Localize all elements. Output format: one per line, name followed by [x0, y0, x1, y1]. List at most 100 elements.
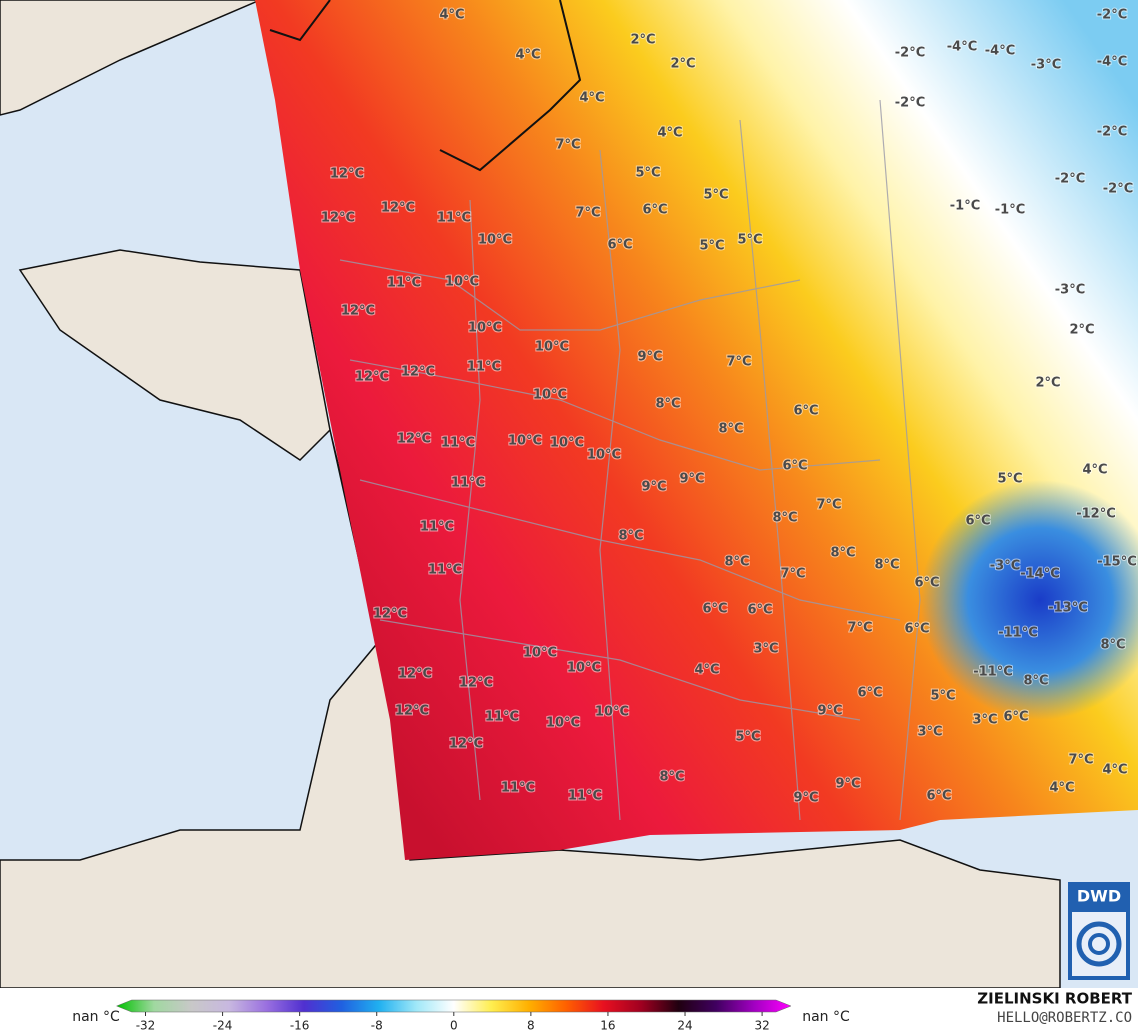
temperature-label: -11°C — [973, 665, 1013, 680]
temperature-label: 12°C — [449, 737, 483, 752]
temperature-label: 7°C — [847, 621, 872, 636]
temperature-label: 9°C — [637, 350, 662, 365]
temperature-label: 12°C — [459, 676, 493, 691]
colorbar-tick-label: -24 — [213, 1019, 233, 1033]
temperature-label: 4°C — [1082, 463, 1107, 478]
temperature-label: 7°C — [1068, 753, 1093, 768]
colorbar-tick-label: -16 — [290, 1019, 310, 1033]
temperature-label: 5°C — [997, 472, 1022, 487]
temperature-label: -11°C — [998, 626, 1038, 641]
temperature-label: 5°C — [635, 166, 660, 181]
temperature-label: 7°C — [780, 567, 805, 582]
colorbar-bar — [115, 999, 792, 1013]
temperature-label: 8°C — [874, 558, 899, 573]
temperature-label: 4°C — [515, 48, 540, 63]
temperature-label: 9°C — [793, 791, 818, 806]
colorbar: -32 -24 -16 -8 0 8 16 24 32 — [115, 999, 792, 1033]
temperature-label: 4°C — [694, 663, 719, 678]
region-borders — [339, 99, 921, 821]
temperature-label: 10°C — [587, 448, 621, 463]
temperature-label: 11°C — [501, 781, 535, 796]
temperature-label: 6°C — [904, 622, 929, 637]
temperature-label: 5°C — [737, 233, 762, 248]
temperature-label: 12°C — [321, 211, 355, 226]
temperature-label: 4°C — [439, 8, 464, 23]
credit-contact: HELLO@ROBERTZ.CO — [997, 1010, 1132, 1026]
temperature-label: 11°C — [485, 710, 519, 725]
temperature-label: 10°C — [445, 275, 479, 290]
temperature-label: -3°C — [1055, 283, 1085, 298]
logo-swirl-inner — [1088, 933, 1110, 955]
temperature-label: 6°C — [782, 459, 807, 474]
logo-text: DWD — [1077, 887, 1121, 906]
temperature-label: 9°C — [817, 704, 842, 719]
colorbar-tick-label: 16 — [600, 1019, 615, 1033]
temperature-label: 10°C — [508, 434, 542, 449]
temperature-label: 11°C — [451, 476, 485, 491]
temperature-label: 2°C — [1035, 376, 1060, 391]
temperature-label: 5°C — [703, 188, 728, 203]
land-brittany — [18, 249, 331, 461]
temperature-label: -13°C — [1048, 601, 1088, 616]
temperature-label: 6°C — [793, 404, 818, 419]
temperature-label: 6°C — [926, 789, 951, 804]
temperature-label: 8°C — [1023, 674, 1048, 689]
colorbar-right-label: nan °C — [802, 1009, 850, 1025]
temperature-label: 6°C — [702, 602, 727, 617]
temperature-label: 5°C — [930, 689, 955, 704]
alps-cold-area — [920, 460, 1138, 740]
temperature-field — [255, 0, 1138, 860]
temperature-label: 8°C — [718, 422, 743, 437]
colorbar-tick-label: -8 — [371, 1019, 383, 1033]
temperature-label: 3°C — [972, 713, 997, 728]
temperature-label: 9°C — [641, 480, 666, 495]
temperature-label: 6°C — [607, 238, 632, 253]
temperature-label: 12°C — [355, 370, 389, 385]
temperature-label: 9°C — [835, 777, 860, 792]
temperature-label: 3°C — [753, 642, 778, 657]
temperature-label: 8°C — [772, 511, 797, 526]
temperature-label: 6°C — [747, 603, 772, 618]
coastline-north — [439, 0, 582, 172]
temperature-label: 10°C — [567, 661, 601, 676]
temperature-label: -3°C — [990, 559, 1020, 574]
temperature-label: 4°C — [579, 91, 604, 106]
temperature-label: -2°C — [1103, 182, 1133, 197]
temperature-label: 5°C — [735, 730, 760, 745]
temperature-label: 12°C — [395, 704, 429, 719]
temperature-label: -12°C — [1076, 507, 1116, 522]
temperature-label: 7°C — [726, 355, 751, 370]
temperature-label: 11°C — [387, 276, 421, 291]
temperature-label: -14°C — [1020, 567, 1060, 582]
land-england — [0, 0, 261, 116]
temperature-label: 12°C — [397, 432, 431, 447]
temperature-label: -15°C — [1097, 555, 1137, 570]
temperature-label: 12°C — [401, 365, 435, 380]
temperature-label: 2°C — [630, 33, 655, 48]
temperature-label: 8°C — [655, 397, 680, 412]
temperature-label: 12°C — [330, 167, 364, 182]
temperature-label: -4°C — [1097, 55, 1127, 70]
temperature-label: 8°C — [659, 770, 684, 785]
temperature-label: 3°C — [917, 725, 942, 740]
temperature-label: 11°C — [441, 436, 475, 451]
temperature-label: -2°C — [895, 46, 925, 61]
temperature-label: 4°C — [657, 126, 682, 141]
temperature-label: 10°C — [550, 436, 584, 451]
temperature-label: 2°C — [1069, 323, 1094, 338]
temperature-label: 7°C — [555, 138, 580, 153]
colorbar-tick-label: 8 — [527, 1019, 535, 1033]
temperature-label: -2°C — [1097, 125, 1127, 140]
temperature-label: -4°C — [985, 44, 1015, 59]
temperature-label: 10°C — [535, 340, 569, 355]
temperature-label: 9°C — [679, 472, 704, 487]
colorbar-tick-label: 32 — [754, 1019, 769, 1033]
temperature-label: -4°C — [947, 40, 977, 55]
temperature-label: 7°C — [816, 498, 841, 513]
credit-name: ZIELINSKI ROBERT — [977, 990, 1132, 1008]
logo-swirl — [1076, 921, 1122, 967]
temperature-label: 10°C — [478, 233, 512, 248]
colorbar-tick-label: 0 — [450, 1019, 458, 1033]
temperature-label: 8°C — [618, 529, 643, 544]
